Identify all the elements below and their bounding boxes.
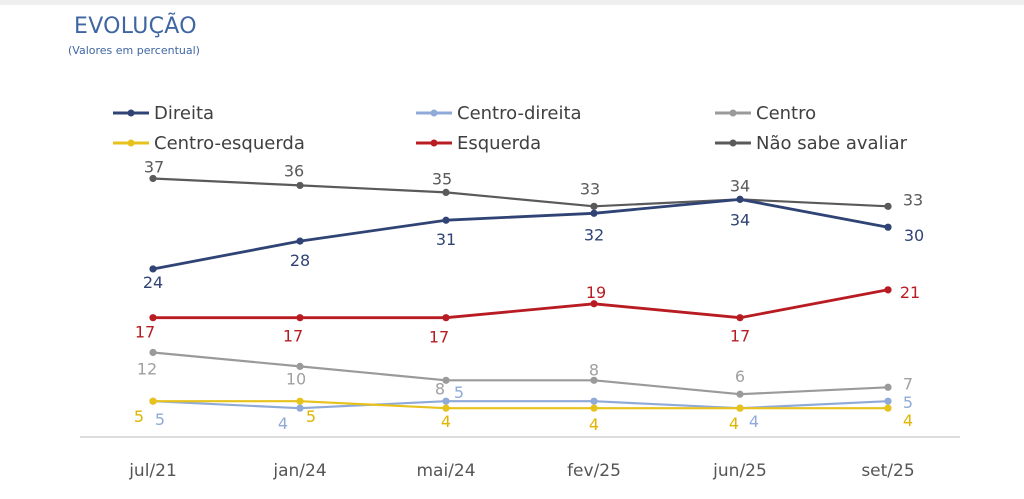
data-label-direita-mai-24: 31 bbox=[436, 230, 456, 249]
data-label-centro-jun-25: 6 bbox=[735, 367, 745, 386]
data-label-centro-jul-21: 12 bbox=[137, 359, 157, 378]
x-tick-label-fev-25: fev/25 bbox=[567, 461, 621, 481]
legend-label-centro: Centro bbox=[756, 103, 816, 124]
data-label-centro-mai-24: 8 bbox=[435, 379, 445, 398]
data-label-centro-esquerda-mai-24: 4 bbox=[441, 412, 451, 431]
point-nao-sabe-avaliar-mai-24 bbox=[442, 188, 450, 196]
point-esquerda-fev-25 bbox=[590, 300, 598, 308]
data-label-direita-jul-21: 24 bbox=[143, 273, 163, 292]
data-label-direita-jun-25: 34 bbox=[730, 210, 750, 229]
chart-title: EVOLUÇÃO bbox=[74, 14, 197, 39]
legend-label-centro-direita: Centro-direita bbox=[457, 103, 582, 124]
data-label-esquerda-fev-25: 19 bbox=[586, 283, 606, 302]
legend-label-centro-esquerda: Centro-esquerda bbox=[154, 133, 305, 154]
series-line-esquerda bbox=[153, 288, 889, 320]
x-tick-label-jul-21: jul/21 bbox=[128, 461, 177, 481]
point-esquerda-jul-21 bbox=[149, 314, 157, 322]
data-label-centro-direita-set-25: 5 bbox=[903, 393, 913, 412]
point-centro-direita-set-25 bbox=[884, 397, 892, 405]
data-label-centro-jan-24: 10 bbox=[286, 369, 306, 388]
top-bar bbox=[0, 0, 1024, 5]
point-esquerda-jan-24 bbox=[296, 314, 304, 322]
point-direita-fev-25 bbox=[590, 209, 598, 217]
point-direita-jul-21 bbox=[149, 265, 157, 273]
data-label-centro-esquerda-set-25: 4 bbox=[903, 411, 913, 430]
data-label-direita-set-25: 30 bbox=[904, 226, 924, 245]
data-label-centro-esquerda-fev-25: 4 bbox=[589, 415, 599, 434]
legend-marker-centro-esquerda bbox=[127, 139, 135, 147]
point-centro-esquerda-set-25 bbox=[884, 404, 892, 412]
data-label-esquerda-mai-24: 17 bbox=[429, 328, 449, 347]
data-label-esquerda-jun-25: 17 bbox=[730, 327, 750, 346]
legend-marker-centro-direita bbox=[430, 109, 438, 117]
legend-label-nao-sabe-avaliar: Não sabe avaliar bbox=[756, 133, 908, 154]
data-label-nao-sabe-avaliar-mai-24: 35 bbox=[432, 169, 452, 188]
data-label-direita-jan-24: 28 bbox=[290, 251, 310, 270]
chart-subtitle: (Valores em percentual) bbox=[68, 44, 200, 57]
series-line-centro-direita bbox=[152, 400, 889, 410]
data-label-centro-esquerda-jun-25: 4 bbox=[729, 414, 739, 433]
point-direita-set-25 bbox=[884, 223, 892, 231]
point-centro-esquerda-jul-21 bbox=[149, 397, 157, 405]
data-label-nao-sabe-avaliar-jan-24: 36 bbox=[284, 161, 304, 180]
data-label-centro-direita-mai-24: 5 bbox=[454, 383, 464, 402]
series-line-nao-sabe-avaliar bbox=[152, 177, 889, 208]
data-label-esquerda-set-25: 21 bbox=[900, 283, 920, 302]
point-direita-jun-25 bbox=[736, 195, 744, 203]
point-nao-sabe-avaliar-set-25 bbox=[884, 202, 892, 210]
legend-label-direita: Direita bbox=[154, 103, 214, 124]
point-centro-jul-21 bbox=[149, 348, 157, 357]
point-centro-mai-24 bbox=[442, 376, 450, 384]
point-centro-esquerda-fev-25 bbox=[590, 404, 598, 412]
point-nao-sabe-avaliar-fev-25 bbox=[590, 202, 598, 210]
data-label-centro-fev-25: 8 bbox=[589, 360, 599, 379]
point-centro-direita-jan-24 bbox=[296, 404, 304, 412]
point-centro-fev-25 bbox=[590, 376, 598, 384]
point-esquerda-mai-24 bbox=[442, 314, 450, 322]
point-centro-jun-25 bbox=[736, 390, 744, 398]
x-tick-label-jan-24: jan/24 bbox=[272, 461, 326, 481]
point-centro-jan-24 bbox=[296, 362, 304, 370]
data-label-centro-direita-jun-25: 4 bbox=[749, 412, 759, 431]
point-centro-esquerda-mai-24 bbox=[442, 404, 450, 412]
series-line-centro-esquerda bbox=[153, 400, 888, 410]
point-nao-sabe-avaliar-jul-21 bbox=[149, 174, 157, 183]
point-direita-jan-24 bbox=[296, 237, 304, 245]
point-nao-sabe-avaliar-jan-24 bbox=[296, 181, 304, 190]
x-tick-label-mai-24: mai/24 bbox=[416, 461, 475, 481]
point-centro-set-25 bbox=[884, 383, 892, 391]
data-label-nao-sabe-avaliar-set-25: 33 bbox=[903, 190, 923, 209]
data-label-direita-fev-25: 32 bbox=[584, 225, 604, 244]
data-label-centro-esquerda-jul-21: 5 bbox=[134, 407, 144, 426]
data-label-nao-sabe-avaliar-jun-25: 34 bbox=[730, 176, 750, 195]
legend-marker-esquerda bbox=[430, 139, 438, 147]
legend-marker-direita bbox=[127, 109, 135, 117]
data-label-esquerda-jul-21: 17 bbox=[135, 323, 155, 342]
point-direita-mai-24 bbox=[442, 216, 450, 224]
series-line-centro bbox=[152, 351, 889, 396]
legend-marker-nao-sabe-avaliar bbox=[729, 139, 737, 147]
data-label-centro-esquerda-jan-24: 5 bbox=[306, 407, 316, 426]
data-label-centro-direita-jan-24: 4 bbox=[278, 414, 288, 433]
point-esquerda-jun-25 bbox=[736, 314, 744, 322]
point-esquerda-set-25 bbox=[884, 286, 892, 294]
data-label-centro-set-25: 7 bbox=[903, 374, 913, 393]
series-line-direita bbox=[152, 197, 889, 271]
legend-label-esquerda: Esquerda bbox=[457, 133, 541, 154]
point-centro-esquerda-jan-24 bbox=[296, 397, 304, 405]
data-label-nao-sabe-avaliar-fev-25: 33 bbox=[580, 179, 600, 198]
legend-marker-centro bbox=[729, 109, 737, 117]
x-tick-label-jun-25: jun/25 bbox=[712, 461, 767, 481]
data-label-esquerda-jan-24: 17 bbox=[283, 327, 303, 346]
point-centro-esquerda-jun-25 bbox=[736, 404, 744, 412]
point-centro-direita-mai-24 bbox=[442, 397, 450, 405]
data-label-nao-sabe-avaliar-jul-21: 37 bbox=[144, 157, 164, 176]
x-tick-label-set-25: set/25 bbox=[861, 461, 914, 481]
data-label-centro-direita-jul-21: 5 bbox=[155, 410, 165, 429]
point-centro-direita-fev-25 bbox=[590, 397, 598, 405]
